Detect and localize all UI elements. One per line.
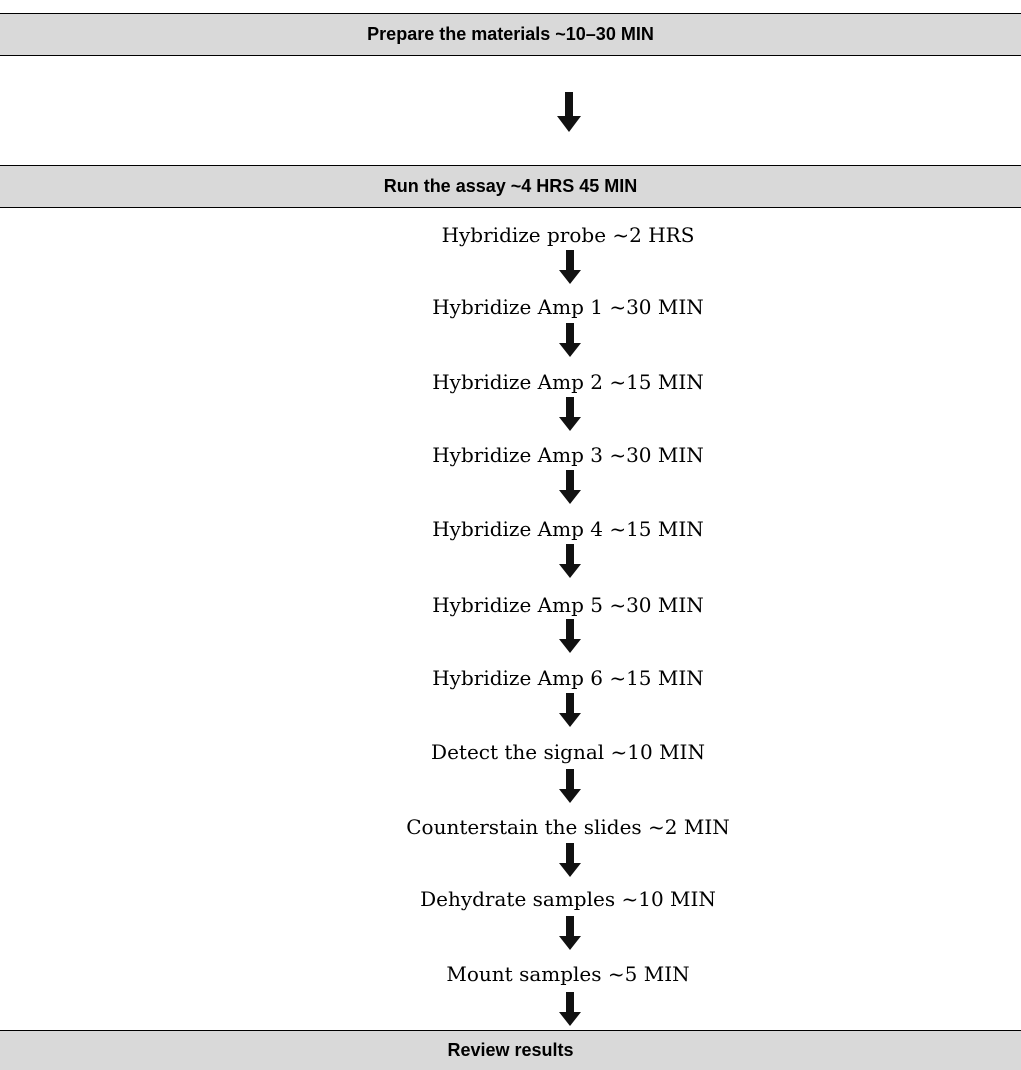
down-arrow-icon [559, 470, 581, 504]
step-hybridize-probe: Hybridize probe ~2 HRS [441, 223, 695, 247]
section-review-label: Review results [447, 1040, 574, 1060]
step-mount-samples: Mount samples ~5 MIN [446, 962, 690, 986]
step-detect-signal: Detect the signal ~10 MIN [431, 740, 705, 764]
down-arrow-icon [559, 992, 581, 1026]
step-hybridize-amp-6: Hybridize Amp 6 ~15 MIN [432, 666, 704, 690]
section-review-results: Review results [0, 1030, 1021, 1070]
down-arrow-icon [557, 92, 581, 132]
down-arrow-icon [559, 250, 581, 284]
section-prepare-label: Prepare the materials ~10–30 MIN [367, 24, 654, 44]
step-hybridize-amp-2: Hybridize Amp 2 ~15 MIN [432, 370, 704, 394]
down-arrow-icon [559, 693, 581, 727]
section-run-assay: Run the assay ~4 HRS 45 MIN [0, 165, 1021, 208]
down-arrow-icon [559, 544, 581, 578]
step-counterstain-slides: Counterstain the slides ~2 MIN [406, 815, 730, 839]
section-prepare-materials: Prepare the materials ~10–30 MIN [0, 13, 1021, 56]
step-hybridize-amp-3: Hybridize Amp 3 ~30 MIN [432, 443, 704, 467]
down-arrow-icon [559, 843, 581, 877]
section-run-label: Run the assay ~4 HRS 45 MIN [383, 176, 638, 196]
step-hybridize-amp-1: Hybridize Amp 1 ~30 MIN [432, 295, 704, 319]
step-hybridize-amp-4: Hybridize Amp 4 ~15 MIN [432, 517, 704, 541]
step-dehydrate-samples: Dehydrate samples ~10 MIN [420, 887, 716, 911]
step-hybridize-amp-5: Hybridize Amp 5 ~30 MIN [432, 593, 704, 617]
down-arrow-icon [559, 619, 581, 653]
down-arrow-icon [559, 323, 581, 357]
down-arrow-icon [559, 769, 581, 803]
down-arrow-icon [559, 916, 581, 950]
down-arrow-icon [559, 397, 581, 431]
